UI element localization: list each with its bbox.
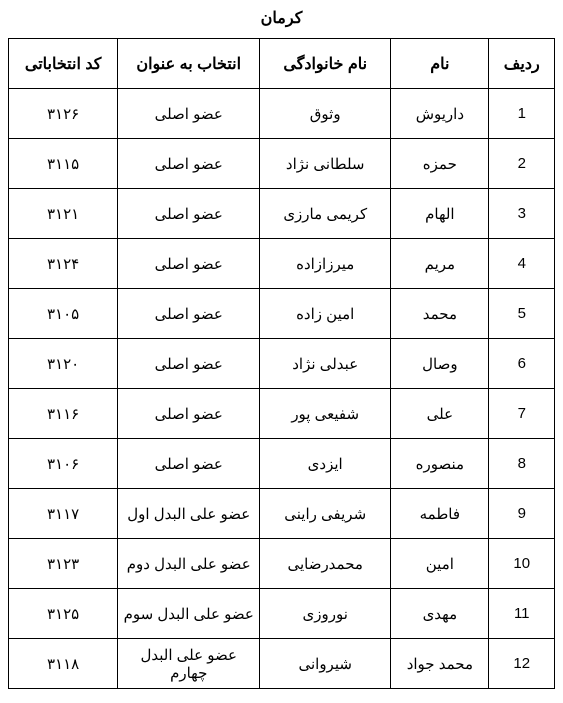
cell-role: عضو اصلی [118, 289, 260, 339]
cell-fname: مریم [391, 239, 489, 289]
cell-role: عضو اصلی [118, 89, 260, 139]
cell-row: 10 [489, 539, 555, 589]
cell-row: 8 [489, 439, 555, 489]
table-row: 2حمزهسلطانی نژادعضو اصلی۳۱۱۵ [9, 139, 555, 189]
col-row: ردیف [489, 39, 555, 89]
cell-lname: شیروانی [260, 639, 391, 689]
cell-role: عضو علی البدل چهارم [118, 639, 260, 689]
cell-lname: میرزازاده [260, 239, 391, 289]
cell-row: 3 [489, 189, 555, 239]
cell-row: 7 [489, 389, 555, 439]
cell-fname: فاطمه [391, 489, 489, 539]
cell-code: ۳۱۲۶ [9, 89, 118, 139]
cell-code: ۳۱۱۷ [9, 489, 118, 539]
col-code: کد انتخاباتی [9, 39, 118, 89]
cell-row: 12 [489, 639, 555, 689]
cell-role: عضو علی البدل دوم [118, 539, 260, 589]
col-role: انتخاب به عنوان [118, 39, 260, 89]
table-row: 9فاطمهشریفی راینیعضو علی البدل اول۳۱۱۷ [9, 489, 555, 539]
cell-row: 11 [489, 589, 555, 639]
cell-lname: شریفی راینی [260, 489, 391, 539]
cell-fname: محمد [391, 289, 489, 339]
cell-role: عضو اصلی [118, 189, 260, 239]
cell-role: عضو اصلی [118, 239, 260, 289]
cell-lname: وثوق [260, 89, 391, 139]
cell-role: عضو علی البدل اول [118, 489, 260, 539]
cell-fname: وصال [391, 339, 489, 389]
table-row: 4مریممیرزازادهعضو اصلی۳۱۲۴ [9, 239, 555, 289]
cell-fname: علی [391, 389, 489, 439]
cell-lname: عبدلی نژاد [260, 339, 391, 389]
cell-lname: محمدرضایی [260, 539, 391, 589]
cell-lname: ایزدی [260, 439, 391, 489]
table-row: 7علیشفیعی پورعضو اصلی۳۱۱۶ [9, 389, 555, 439]
cell-lname: نوروزی [260, 589, 391, 639]
cell-lname: امین زاده [260, 289, 391, 339]
cell-code: ۳۱۲۱ [9, 189, 118, 239]
cell-fname: امین [391, 539, 489, 589]
cell-row: 4 [489, 239, 555, 289]
col-lname: نام خانوادگی [260, 39, 391, 89]
cell-code: ۳۱۲۵ [9, 589, 118, 639]
cell-row: 5 [489, 289, 555, 339]
cell-role: عضو اصلی [118, 439, 260, 489]
cell-code: ۳۱۱۸ [9, 639, 118, 689]
cell-code: ۳۱۲۰ [9, 339, 118, 389]
cell-lname: سلطانی نژاد [260, 139, 391, 189]
cell-role: عضو اصلی [118, 339, 260, 389]
table-row: 5محمدامین زادهعضو اصلی۳۱۰۵ [9, 289, 555, 339]
cell-code: ۳۱۲۳ [9, 539, 118, 589]
table-row: 10امینمحمدرضاییعضو علی البدل دوم۳۱۲۳ [9, 539, 555, 589]
cell-code: ۳۱۰۶ [9, 439, 118, 489]
cell-lname: شفیعی پور [260, 389, 391, 439]
table-header-row: ردیف نام نام خانوادگی انتخاب به عنوان کد… [9, 39, 555, 89]
cell-fname: الهام [391, 189, 489, 239]
cell-fname: مهدی [391, 589, 489, 639]
cell-row: 2 [489, 139, 555, 189]
cell-fname: محمد جواد [391, 639, 489, 689]
col-fname: نام [391, 39, 489, 89]
cell-fname: منصوره [391, 439, 489, 489]
table-row: 11مهدینوروزیعضو علی البدل سوم۳۱۲۵ [9, 589, 555, 639]
cell-role: عضو اصلی [118, 389, 260, 439]
cell-code: ۳۱۲۴ [9, 239, 118, 289]
cell-lname: کریمی مارزی [260, 189, 391, 239]
cell-row: 1 [489, 89, 555, 139]
cell-role: عضو اصلی [118, 139, 260, 189]
cell-fname: حمزه [391, 139, 489, 189]
page-title: کرمان [8, 8, 555, 28]
table-row: 6وصالعبدلی نژادعضو اصلی۳۱۲۰ [9, 339, 555, 389]
table-row: 8منصورهایزدیعضو اصلی۳۱۰۶ [9, 439, 555, 489]
table-row: 12محمد جوادشیروانیعضو علی البدل چهارم۳۱۱… [9, 639, 555, 689]
cell-fname: داریوش [391, 89, 489, 139]
cell-code: ۳۱۱۵ [9, 139, 118, 189]
cell-code: ۳۱۱۶ [9, 389, 118, 439]
cell-role: عضو علی البدل سوم [118, 589, 260, 639]
cell-row: 6 [489, 339, 555, 389]
table-row: 3الهامکریمی مارزیعضو اصلی۳۱۲۱ [9, 189, 555, 239]
table-row: 1داریوشوثوقعضو اصلی۳۱۲۶ [9, 89, 555, 139]
members-table: ردیف نام نام خانوادگی انتخاب به عنوان کد… [8, 38, 555, 689]
cell-code: ۳۱۰۵ [9, 289, 118, 339]
cell-row: 9 [489, 489, 555, 539]
